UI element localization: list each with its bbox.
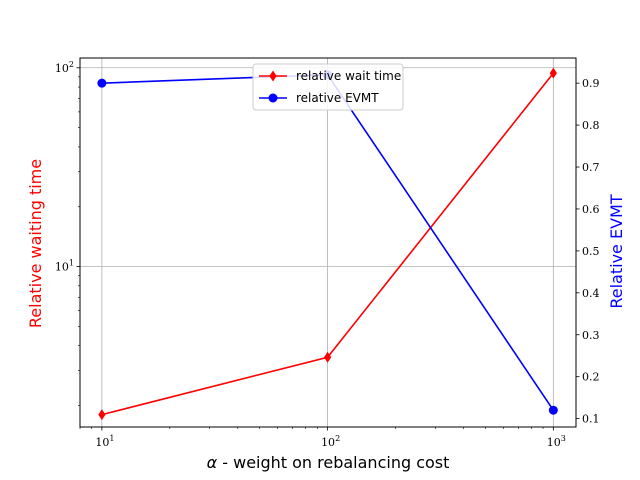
left-y-tick-label-exponent: 1 xyxy=(69,259,74,268)
left-y-axis-label: Relative waiting time xyxy=(26,159,45,328)
series-wait-time xyxy=(98,67,557,421)
x-axis-label: α - weight on rebalancing cost xyxy=(207,453,450,472)
x-tick-label-base: 10 xyxy=(321,436,335,449)
legend-box xyxy=(252,63,404,111)
legend-label: relative wait time xyxy=(296,69,401,83)
x-axis-label-text: - weight on rebalancing cost xyxy=(217,453,449,472)
x-axis-label-symbol: α xyxy=(207,453,218,472)
right-y-axis-label: Relative EVMT xyxy=(607,194,626,308)
data-point-circle xyxy=(548,405,558,415)
x-tick-label: 102 xyxy=(321,434,340,449)
legend: relative wait time relative EVMT xyxy=(252,63,404,111)
right-y-tick-label: 0.9 xyxy=(582,77,600,90)
right-y-tick-label: 0.2 xyxy=(582,371,600,384)
legend-entry: relative wait time xyxy=(259,69,401,83)
data-point-circle xyxy=(97,78,107,88)
right-y-tick-label: 0.1 xyxy=(582,413,600,426)
right-y-tick-label: 0.3 xyxy=(582,329,600,342)
right-y-tick-label: 0.8 xyxy=(582,119,600,132)
left-y-tick-label-exponent: 2 xyxy=(69,60,74,69)
legend-marker-diamond xyxy=(269,70,277,82)
right-y-tick-label: 0.7 xyxy=(582,161,600,174)
left-y-tick-label-base: 10 xyxy=(55,62,69,75)
x-tick-label-exponent: 3 xyxy=(561,434,566,443)
x-tick-label-base: 10 xyxy=(547,436,561,449)
x-tick-label: 101 xyxy=(95,434,114,449)
x-tick-label: 103 xyxy=(547,434,566,449)
data-point-diamond xyxy=(324,351,332,363)
left-y-tick-label-base: 10 xyxy=(55,261,69,274)
data-point-diamond xyxy=(98,409,106,421)
data-point-diamond xyxy=(549,67,557,79)
legend-label: relative EVMT xyxy=(296,91,379,105)
grid-lines xyxy=(80,58,576,427)
legend-entry: relative EVMT xyxy=(259,91,379,105)
x-tick-label-base: 10 xyxy=(95,436,109,449)
right-y-tick-label: 0.6 xyxy=(582,203,600,216)
left-y-tick-label: 101 xyxy=(55,259,74,274)
axis-ticks: 101 102 1031011020.10.20.30.40.50.60.70.80… xyxy=(55,60,600,449)
legend-marker-circle xyxy=(268,93,278,103)
right-y-tick-label: 0.5 xyxy=(582,245,600,258)
x-tick-label-exponent: 2 xyxy=(335,434,340,443)
x-tick-label-exponent: 1 xyxy=(109,434,114,443)
right-y-tick-label: 0.4 xyxy=(582,287,600,300)
left-y-tick-label: 102 xyxy=(55,60,74,75)
